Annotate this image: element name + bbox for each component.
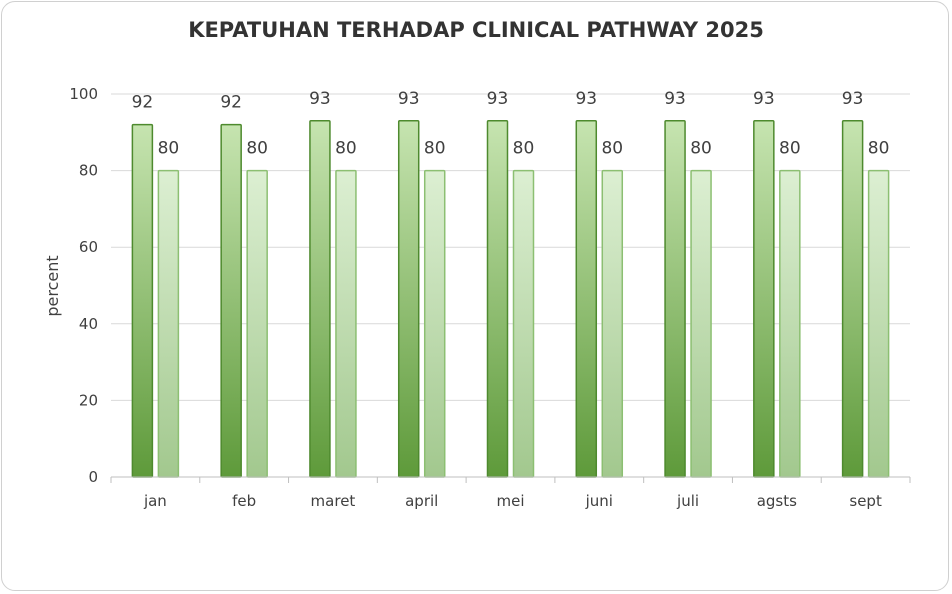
data-label: 80 bbox=[868, 139, 890, 159]
x-tick-label: feb bbox=[232, 492, 256, 510]
bar-agsts-s2 bbox=[779, 169, 801, 478]
bar-april-s2 bbox=[423, 169, 446, 478]
data-label: 93 bbox=[487, 89, 509, 109]
data-label: 93 bbox=[753, 89, 775, 109]
bar-maret-s2 bbox=[335, 169, 357, 478]
data-label: 93 bbox=[575, 89, 597, 109]
x-tick-label: jan bbox=[143, 492, 167, 510]
x-tick-label: juli bbox=[676, 492, 699, 510]
bar-sept-s1 bbox=[841, 120, 864, 478]
bar-group bbox=[131, 120, 890, 478]
data-label: 80 bbox=[246, 139, 268, 159]
bar-juli-s2 bbox=[690, 169, 712, 478]
data-label: 80 bbox=[779, 139, 801, 159]
bar-maret-s1 bbox=[309, 120, 331, 478]
y-tick-label: 40 bbox=[79, 315, 98, 333]
bar-juni-s1 bbox=[575, 120, 598, 478]
x-tick-label: april bbox=[405, 492, 438, 510]
x-tick-label: juni bbox=[585, 492, 613, 510]
bar-juni-s2 bbox=[601, 169, 624, 478]
x-tick-label: maret bbox=[311, 492, 356, 510]
bar-sept-s2 bbox=[867, 169, 890, 478]
data-label: 80 bbox=[513, 139, 535, 159]
x-tick-label: mei bbox=[496, 492, 524, 510]
y-axis-title: percent bbox=[43, 255, 62, 316]
data-label: 80 bbox=[601, 139, 623, 159]
chart-title: KEPATUHAN TERHADAP CLINICAL PATHWAY 2025 bbox=[188, 18, 764, 42]
data-label: 92 bbox=[220, 93, 242, 113]
data-label: 93 bbox=[842, 89, 864, 109]
data-label: 80 bbox=[424, 139, 446, 159]
data-labels: 92 80 92 80 93 80 93 80 93 80 93 80 93 80 93 80 93 80 bbox=[132, 89, 890, 159]
bar-feb-s2 bbox=[246, 169, 268, 478]
gridlines bbox=[111, 93, 910, 401]
bar-agsts-s1 bbox=[753, 120, 775, 478]
bar-mei-s2 bbox=[512, 169, 535, 478]
bar-jan-s1 bbox=[131, 123, 154, 478]
y-tick-label: 20 bbox=[79, 391, 98, 409]
data-label: 80 bbox=[690, 139, 712, 159]
bar-feb-s1 bbox=[220, 123, 242, 478]
axes: 0 20 40 60 80 100 jan feb maret april mei juni juli a… bbox=[69, 85, 911, 510]
bar-april-s1 bbox=[397, 120, 420, 478]
data-label: 80 bbox=[158, 139, 180, 159]
x-tick-label: agsts bbox=[757, 492, 797, 510]
data-label: 92 bbox=[132, 93, 154, 113]
data-label: 93 bbox=[398, 89, 420, 109]
bar-juli-s1 bbox=[664, 120, 686, 478]
y-tick-label: 80 bbox=[79, 162, 98, 180]
y-tick-label: 100 bbox=[69, 85, 98, 103]
bar-jan-s2 bbox=[157, 169, 180, 478]
x-tick-label: sept bbox=[849, 492, 882, 510]
data-label: 93 bbox=[309, 89, 331, 109]
y-tick-label: 60 bbox=[79, 238, 98, 256]
bar-mei-s1 bbox=[486, 120, 509, 478]
y-tick-label: 0 bbox=[88, 468, 98, 486]
data-label: 93 bbox=[664, 89, 686, 109]
data-label: 80 bbox=[335, 139, 357, 159]
